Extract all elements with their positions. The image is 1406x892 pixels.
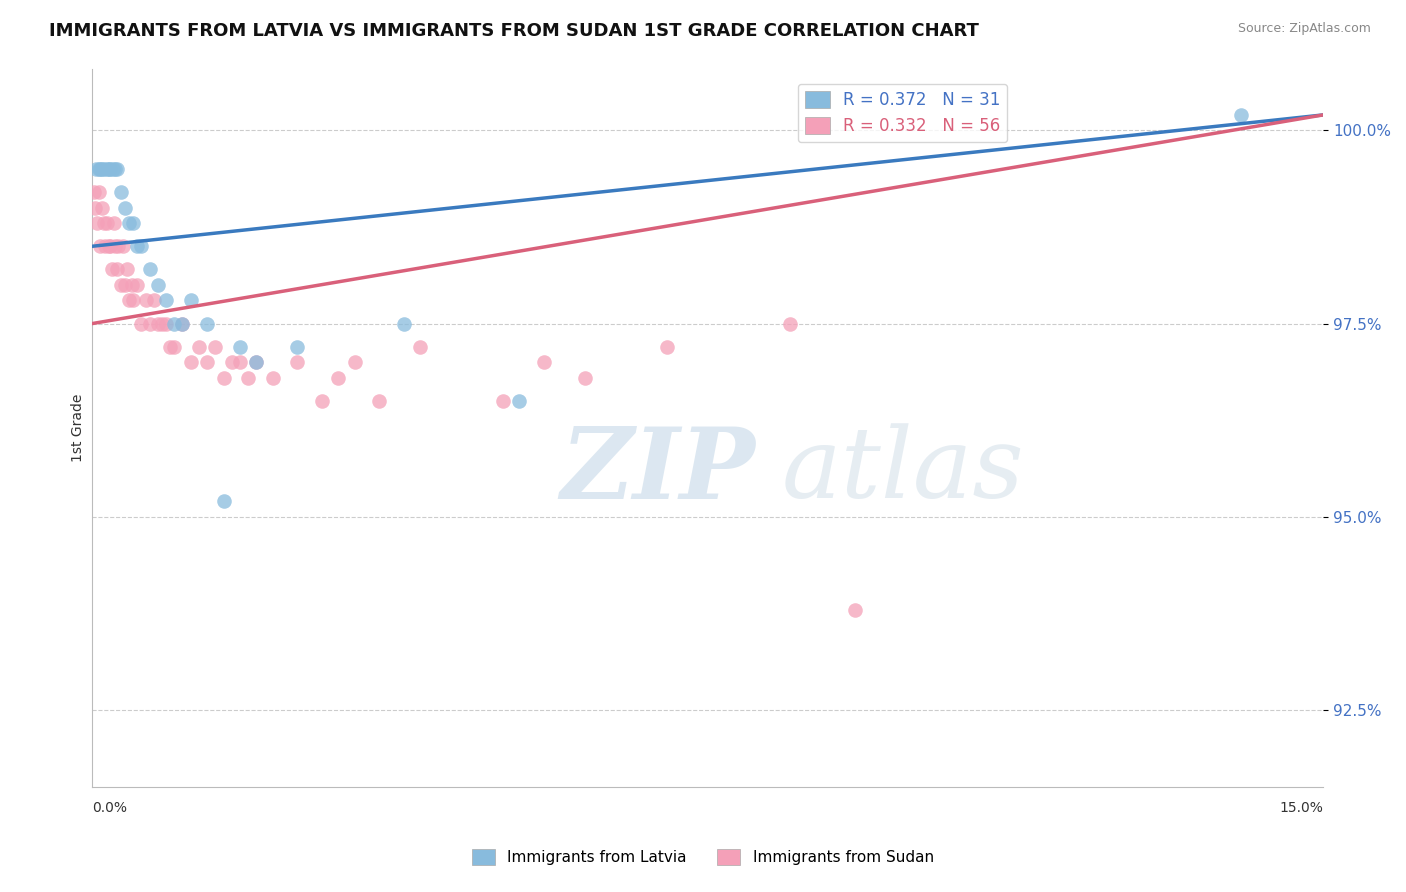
- Point: [121, 277, 143, 292]
- Point: [122, 293, 145, 308]
- Point: [96, 216, 118, 230]
- Point: [159, 340, 181, 354]
- Point: [285, 355, 308, 369]
- Point: [229, 355, 252, 369]
- Point: [110, 185, 132, 199]
- Point: [204, 340, 226, 354]
- Point: [135, 293, 157, 308]
- Point: [236, 370, 259, 384]
- Point: [91, 201, 114, 215]
- Point: [105, 262, 128, 277]
- Point: [87, 185, 110, 199]
- Point: [115, 262, 138, 277]
- Point: [89, 161, 111, 176]
- Text: ZIP: ZIP: [560, 423, 755, 519]
- Point: [131, 317, 153, 331]
- Text: 0.0%: 0.0%: [93, 801, 127, 815]
- Point: [127, 239, 149, 253]
- Point: [101, 161, 124, 176]
- Point: [195, 317, 218, 331]
- Point: [86, 216, 108, 230]
- Point: [285, 340, 308, 354]
- Legend: R = 0.372   N = 31, R = 0.332   N = 56: R = 0.372 N = 31, R = 0.332 N = 56: [799, 84, 1007, 142]
- Point: [91, 161, 114, 176]
- Point: [118, 216, 141, 230]
- Point: [172, 317, 194, 331]
- Point: [104, 239, 127, 253]
- Point: [328, 370, 350, 384]
- Point: [574, 370, 596, 384]
- Point: [229, 340, 252, 354]
- Point: [150, 317, 173, 331]
- Point: [131, 239, 153, 253]
- Point: [155, 317, 177, 331]
- Point: [212, 370, 235, 384]
- Point: [187, 340, 209, 354]
- Point: [84, 161, 107, 176]
- Point: [84, 201, 107, 215]
- Point: [163, 317, 186, 331]
- Point: [107, 239, 129, 253]
- Point: [96, 161, 118, 176]
- Point: [221, 355, 243, 369]
- Point: [142, 293, 165, 308]
- Point: [98, 161, 121, 176]
- Text: atlas: atlas: [782, 424, 1025, 518]
- Point: [112, 239, 135, 253]
- Point: [245, 355, 267, 369]
- Point: [93, 216, 115, 230]
- Point: [491, 393, 513, 408]
- Point: [180, 293, 202, 308]
- Point: [155, 293, 177, 308]
- Text: Source: ZipAtlas.com: Source: ZipAtlas.com: [1237, 22, 1371, 36]
- Point: [138, 317, 160, 331]
- Point: [127, 277, 149, 292]
- Y-axis label: 1st Grade: 1st Grade: [72, 393, 86, 462]
- Point: [98, 239, 121, 253]
- Point: [101, 262, 124, 277]
- Point: [180, 355, 202, 369]
- Text: 15.0%: 15.0%: [1279, 801, 1323, 815]
- Point: [392, 317, 415, 331]
- Point: [409, 340, 432, 354]
- Point: [93, 161, 115, 176]
- Point: [779, 317, 801, 331]
- Point: [138, 262, 160, 277]
- Point: [105, 161, 128, 176]
- Point: [195, 355, 218, 369]
- Point: [83, 185, 105, 199]
- Point: [844, 602, 866, 616]
- Point: [163, 340, 186, 354]
- Text: IMMIGRANTS FROM LATVIA VS IMMIGRANTS FROM SUDAN 1ST GRADE CORRELATION CHART: IMMIGRANTS FROM LATVIA VS IMMIGRANTS FRO…: [49, 22, 979, 40]
- Legend: Immigrants from Latvia, Immigrants from Sudan: Immigrants from Latvia, Immigrants from …: [467, 843, 939, 871]
- Point: [343, 355, 366, 369]
- Point: [1230, 108, 1253, 122]
- Point: [122, 216, 145, 230]
- Point: [146, 317, 169, 331]
- Point: [311, 393, 333, 408]
- Point: [97, 161, 120, 176]
- Point: [104, 161, 127, 176]
- Point: [655, 340, 678, 354]
- Point: [94, 239, 117, 253]
- Point: [262, 370, 284, 384]
- Point: [245, 355, 267, 369]
- Point: [110, 277, 132, 292]
- Point: [146, 277, 169, 292]
- Point: [87, 161, 110, 176]
- Point: [172, 317, 194, 331]
- Point: [118, 293, 141, 308]
- Point: [212, 494, 235, 508]
- Point: [508, 393, 530, 408]
- Point: [114, 201, 136, 215]
- Point: [103, 216, 125, 230]
- Point: [533, 355, 555, 369]
- Point: [97, 239, 120, 253]
- Point: [114, 277, 136, 292]
- Point: [368, 393, 391, 408]
- Point: [89, 239, 111, 253]
